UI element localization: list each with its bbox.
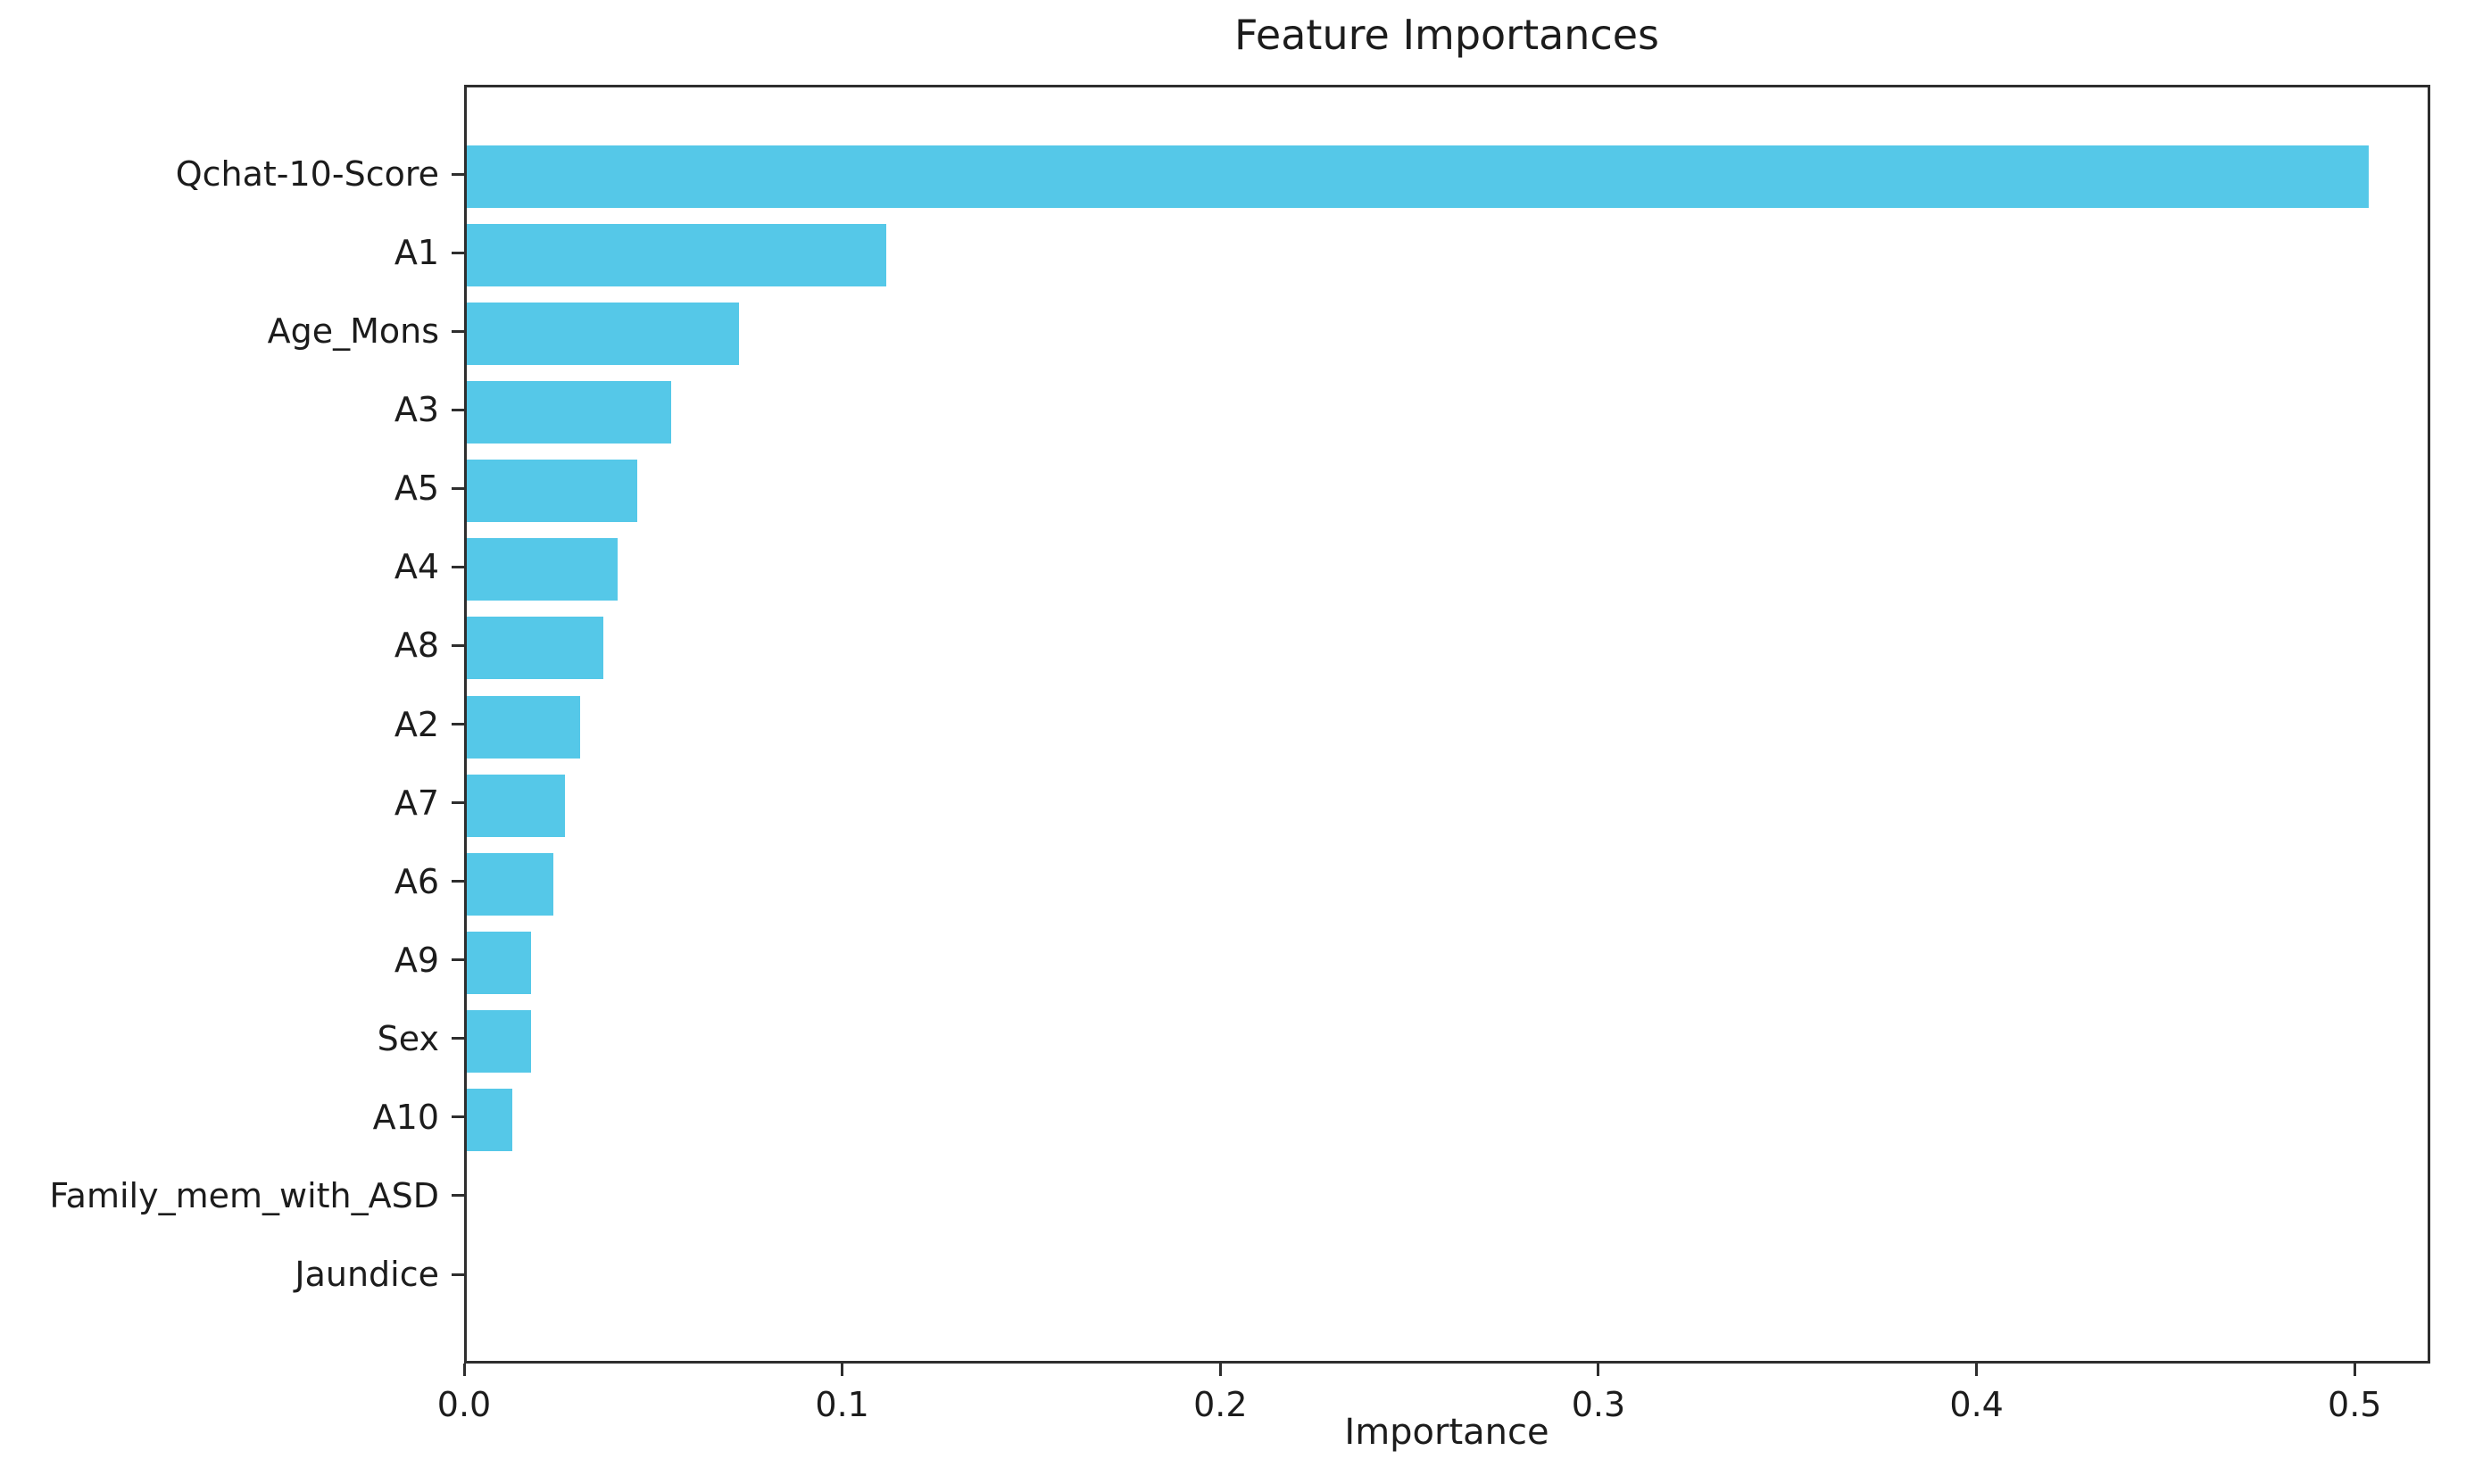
bar	[467, 538, 618, 601]
bar	[467, 145, 2369, 208]
x-tick-label: 0.5	[2328, 1385, 2382, 1424]
y-tick-mark	[452, 408, 464, 411]
y-tick-label: A2	[394, 704, 439, 744]
x-tick-label: 0.0	[436, 1385, 492, 1424]
y-tick-label: Sex	[377, 1018, 439, 1058]
x-tick-mark	[462, 1364, 466, 1376]
y-tick-mark	[452, 1273, 464, 1276]
y-tick-label: Age_Mons	[267, 311, 439, 352]
y-tick-label: A7	[394, 783, 439, 823]
x-tick-label: 0.3	[1571, 1385, 1626, 1424]
bar	[467, 460, 637, 523]
y-tick-mark	[452, 958, 464, 962]
bar	[467, 1009, 531, 1073]
chart-title: Feature Importances	[1233, 11, 1660, 59]
x-tick-label: 0.1	[815, 1385, 869, 1424]
bar	[467, 931, 531, 994]
y-tick-label: A10	[372, 1097, 439, 1137]
y-tick-label: Qchat-10-Score	[175, 154, 439, 194]
y-tick-mark	[452, 643, 464, 647]
y-tick-mark	[452, 1115, 464, 1119]
y-tick-mark	[452, 1037, 464, 1040]
x-tick-label: 0.2	[1193, 1385, 1248, 1424]
plot-area	[464, 85, 2430, 1364]
y-tick-mark	[452, 880, 464, 883]
y-tick-mark	[452, 486, 464, 490]
y-tick-mark	[452, 1194, 464, 1198]
bar	[467, 852, 553, 916]
y-tick-label: A5	[394, 468, 439, 509]
y-tick-label: A4	[394, 547, 439, 587]
y-tick-mark	[452, 723, 464, 725]
y-tick-mark	[452, 251, 464, 254]
x-tick-mark	[1597, 1364, 1600, 1376]
bar	[467, 617, 603, 680]
y-tick-mark	[452, 801, 464, 805]
bar	[467, 224, 886, 287]
y-tick-label: Jaundice	[295, 1255, 439, 1294]
y-tick-mark	[452, 565, 464, 568]
bar	[467, 695, 580, 759]
x-axis-label: Importance	[1344, 1412, 1549, 1453]
x-tick-mark	[1218, 1364, 1222, 1376]
x-tick-mark	[2353, 1364, 2356, 1376]
y-tick-mark	[452, 329, 464, 333]
y-tick-label: A1	[394, 233, 439, 273]
bar	[467, 774, 565, 837]
x-tick-label: 0.4	[1949, 1385, 2004, 1424]
bar	[467, 381, 671, 444]
y-tick-label: A6	[394, 861, 439, 901]
x-tick-mark	[841, 1364, 844, 1376]
x-tick-mark	[1975, 1364, 1979, 1376]
y-tick-label: A9	[394, 940, 439, 980]
bar	[467, 1088, 512, 1151]
y-tick-mark	[452, 172, 464, 176]
y-tick-label: A8	[394, 626, 439, 666]
bar	[467, 303, 739, 366]
y-tick-label: Family_mem_with_ASD	[49, 1175, 439, 1215]
y-tick-label: A3	[394, 390, 439, 430]
